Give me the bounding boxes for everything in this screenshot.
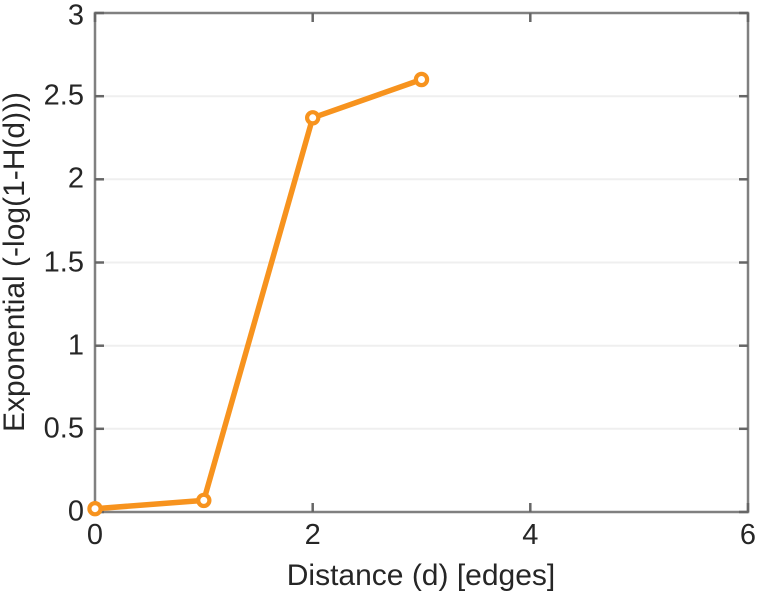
y-gridlines — [95, 95, 748, 430]
x-tick-label-6: 6 — [739, 519, 757, 551]
y-tick-label-0.5: 0.5 — [43, 412, 84, 445]
data-point-d0 — [87, 501, 103, 517]
y-tick-label-3: 3 — [67, 0, 84, 32]
data-point-d2 — [305, 110, 321, 126]
y-tick-label-1.5: 1.5 — [43, 246, 84, 278]
data-point-d3 — [413, 71, 430, 88]
data-markers-exponential — [87, 71, 430, 517]
x-tick-label-2: 2 — [304, 519, 321, 551]
y-tick-label-0: 0 — [67, 495, 84, 528]
y-axis-ticks — [95, 11, 748, 514]
y-tick-label-2.5: 2.5 — [43, 79, 84, 112]
x-tick-label-0: 0 — [86, 519, 104, 551]
x-axis-title: Distance (d) [edges] — [286, 559, 556, 592]
y-axis-title: Exponential (-log(1-H(d))) — [0, 91, 31, 433]
y-tick-label-1: 1 — [67, 329, 84, 362]
data-line-exponential — [92, 76, 425, 512]
y-tick-label-2: 2 — [67, 162, 84, 195]
data-point-d1 — [196, 492, 212, 509]
x-tick-label-4: 4 — [522, 519, 539, 551]
